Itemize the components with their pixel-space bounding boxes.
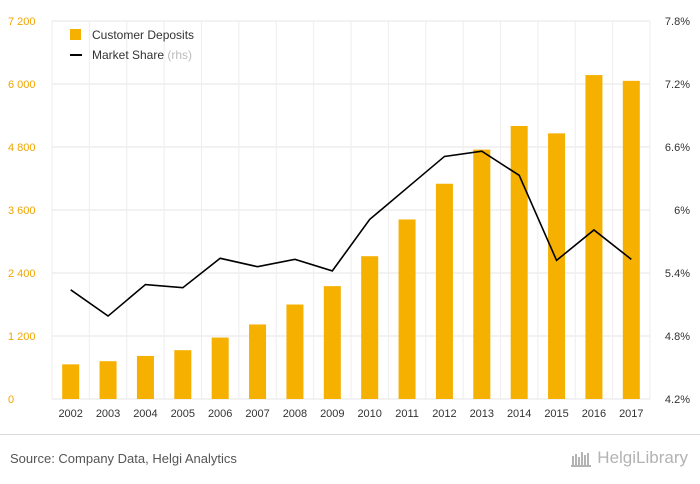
bar-2013 [473, 149, 491, 399]
x-tick-label-2017: 2017 [619, 408, 643, 420]
market-share-polyline [70, 150, 632, 318]
legend-label-deposits: Customer Deposits [92, 28, 194, 42]
bar-2002 [62, 364, 80, 399]
chart: 0 4.2% 1 200 4.8% 2 400 5.4% 3 600 6% 4 800 6.6% 6… [8, 16, 690, 420]
bar-2010 [361, 256, 379, 399]
y-left-tick-label: 6 000 [8, 79, 36, 91]
brand: HelgiLibrary [571, 448, 688, 468]
bar-2007 [249, 324, 267, 399]
x-tick-label-2013: 2013 [470, 408, 494, 420]
x-tick-label-2015: 2015 [544, 408, 568, 420]
brand-name: HelgiLibrary [597, 448, 688, 467]
y-right-tick-label: 6.6% [665, 142, 690, 154]
y-right-tick-label: 7.8% [665, 16, 690, 28]
market-share-line [70, 150, 632, 318]
gridlines [51, 20, 651, 400]
bar-2017 [622, 80, 640, 399]
bar-2008 [286, 304, 304, 399]
y-left-tick-label: 2 400 [8, 268, 36, 280]
legend-swatch-deposits [70, 29, 81, 40]
y-right-tick-label: 7.2% [665, 79, 690, 91]
y-right-tick-label: 4.2% [665, 394, 690, 406]
bar-2005 [174, 350, 192, 399]
x-tick-label-2014: 2014 [507, 408, 531, 420]
bar-2011 [398, 219, 416, 399]
x-tick-label-2007: 2007 [245, 408, 269, 420]
deposit-bars [62, 75, 640, 399]
x-tick-label-2008: 2008 [283, 408, 307, 420]
y-left-tick-label: 3 600 [8, 205, 36, 217]
x-tick-label-2002: 2002 [58, 408, 82, 420]
y-left-tick-label: 1 200 [8, 331, 36, 343]
x-tick-label-2003: 2003 [96, 408, 120, 420]
y-left-tick-label: 7 200 [8, 16, 36, 28]
library-logo-icon [571, 452, 592, 467]
bar-2003 [99, 361, 117, 399]
legend: Customer Deposits Market Share (rhs) [70, 28, 194, 62]
bar-2012 [435, 183, 453, 399]
legend-label-market-share-text: Market Share [92, 48, 164, 62]
x-tick-label-2005: 2005 [171, 408, 195, 420]
y-left-tick-label: 0 [8, 394, 14, 406]
x-tick-label-2011: 2011 [395, 408, 419, 420]
bar-2015 [548, 133, 566, 399]
legend-label-rhs: (rhs) [167, 48, 192, 62]
x-tick-label-2012: 2012 [432, 408, 456, 420]
bar-2004 [136, 355, 154, 399]
x-tick-label-2009: 2009 [320, 408, 344, 420]
footer: Source: Company Data, Helgi Analytics He… [0, 434, 700, 484]
bar-2014 [510, 126, 528, 399]
legend-label-market-share: Market Share (rhs) [92, 48, 192, 62]
bar-2009 [323, 286, 341, 399]
y-right-tick-label: 6% [674, 205, 690, 217]
source-note: Source: Company Data, Helgi Analytics [10, 451, 237, 466]
x-tick-label-2006: 2006 [208, 408, 232, 420]
x-tick-label-2010: 2010 [357, 408, 381, 420]
y-right-tick-label: 4.8% [665, 331, 690, 343]
y-right-tick-label: 5.4% [665, 268, 690, 280]
axis-ticks: 0 4.2% 1 200 4.8% 2 400 5.4% 3 600 6% 4 800 6.6% 6… [8, 16, 690, 420]
x-tick-label-2016: 2016 [582, 408, 606, 420]
bar-2016 [585, 75, 603, 399]
x-tick-label-2004: 2004 [133, 408, 157, 420]
bar-2006 [211, 337, 229, 399]
y-left-tick-label: 4 800 [8, 142, 36, 154]
